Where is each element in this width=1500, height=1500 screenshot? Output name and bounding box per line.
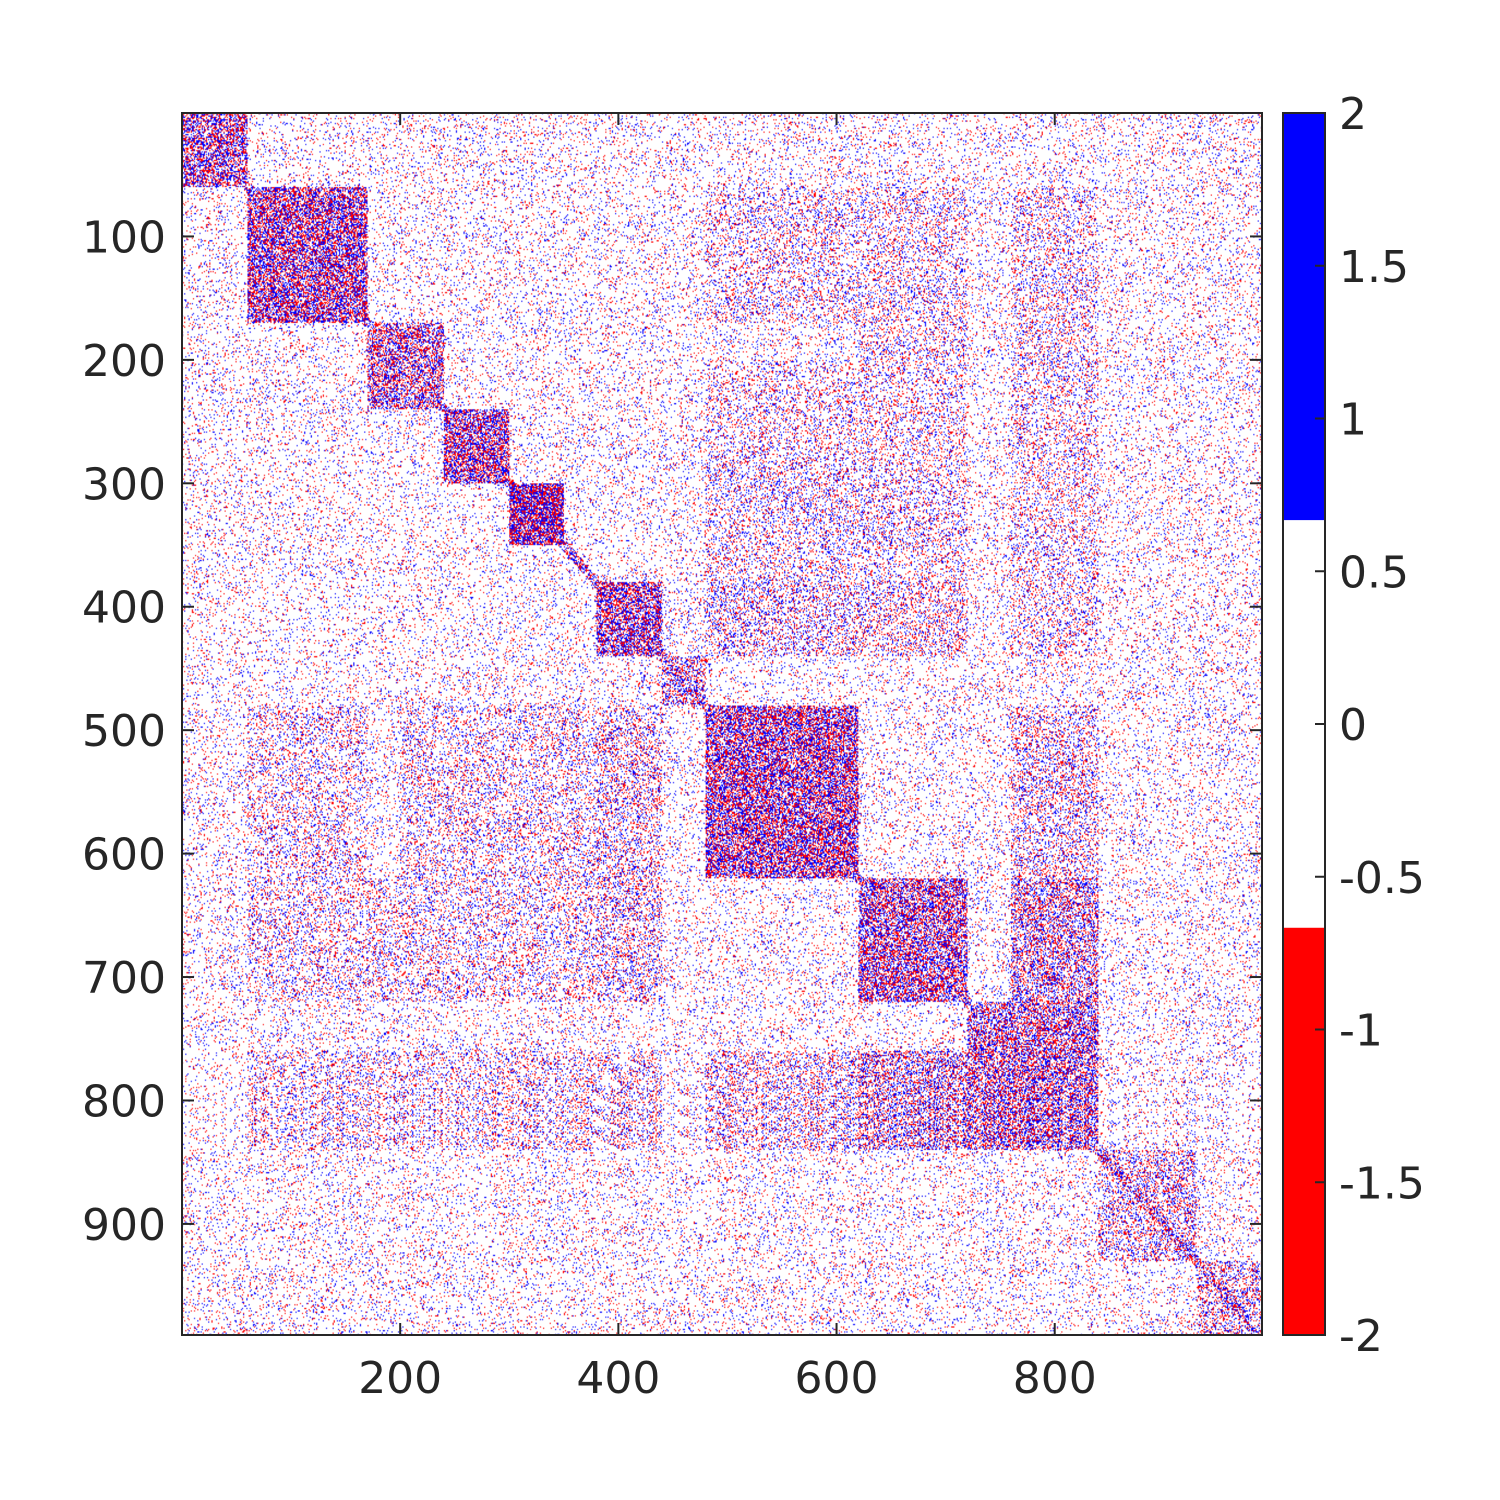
y-tick-label: 300 [82,459,166,510]
colorbar-tick-label: 1 [1339,395,1367,446]
colorbar-tick-label: -2 [1339,1311,1383,1362]
colorbar-tick-label: 2 [1339,89,1367,140]
y-tick-label: 500 [82,706,166,757]
colorbar-frame [1282,112,1326,1336]
colorbar: 2 1.5 1 0.5 0 -0.5 -1 -1.5 -2 [1282,89,1425,1362]
y-tick-label: 100 [82,212,166,263]
colorbar-ticks: 2 1.5 1 0.5 0 -0.5 -1 -1.5 -2 [1315,89,1425,1362]
plot-area: 200 400 600 800 100 200 300 400 500 600 700 800 900 [82,112,1263,1404]
colorbar-tick-label: 0 [1339,700,1367,751]
plot-frame [181,112,1263,1336]
x-tick-label: 600 [795,1353,879,1404]
colorbar-tick-label: 1.5 [1339,242,1409,293]
colorbar-tick-label: -0.5 [1339,853,1425,904]
colorbar-tick-label: 0.5 [1339,547,1409,598]
colorbar-tick-label: -1 [1339,1006,1383,1057]
x-tick-label: 400 [576,1353,660,1404]
y-tick-label: 600 [82,830,166,881]
y-tick-label: 200 [82,336,166,387]
y-axis-ticks: 100 200 300 400 500 600 700 800 900 [82,212,1262,1251]
colorbar-segment [1283,927,1325,1335]
x-axis-ticks: 200 400 600 800 [358,113,1097,1404]
x-tick-label: 200 [358,1353,442,1404]
colorbar-segment [1283,113,1325,521]
y-tick-label: 900 [82,1200,166,1251]
colorbar-tick-label: -1.5 [1339,1158,1425,1209]
y-tick-label: 400 [82,583,166,634]
y-tick-label: 800 [82,1076,166,1127]
y-tick-label: 700 [82,953,166,1004]
x-tick-label: 800 [1013,1353,1097,1404]
heatmap-cells [182,113,1262,1335]
